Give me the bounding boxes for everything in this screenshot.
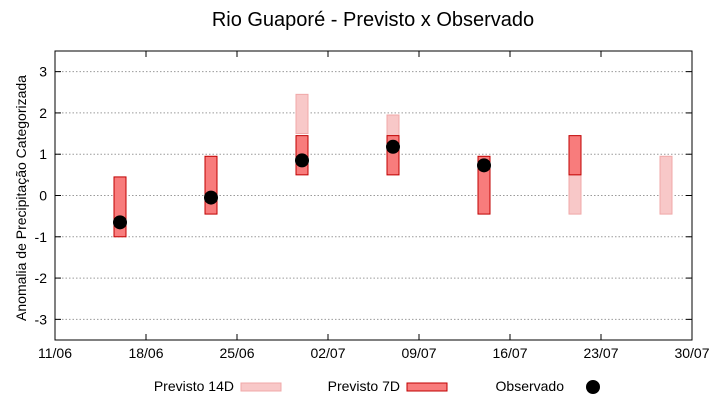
point-observado xyxy=(477,158,491,173)
x-tick-label: 30/07 xyxy=(674,345,709,361)
y-tick-label: -2 xyxy=(35,270,48,286)
y-tick-label: 3 xyxy=(39,64,47,80)
y-tick-label: -3 xyxy=(35,311,48,327)
chart-title: Rio Guaporé - Previsto x Observado xyxy=(212,9,534,31)
series-previsto-7d xyxy=(113,135,582,238)
legend-swatch-previsto-7d xyxy=(406,382,448,392)
y-tick-label: 2 xyxy=(39,105,47,121)
series-observado xyxy=(113,139,491,230)
y-axis-label: Anomalia de Precipitação Categorizada xyxy=(13,75,29,321)
x-tick-label: 25/06 xyxy=(219,345,254,361)
point-observado xyxy=(204,190,218,205)
x-tick-label: 02/07 xyxy=(310,345,345,361)
bar-previsto-7d xyxy=(204,155,218,215)
point-observado xyxy=(295,153,309,168)
point-observado xyxy=(113,215,127,230)
legend: Previsto 14D Previsto 7D Observado xyxy=(154,378,600,394)
legend-swatch-previsto-14d xyxy=(240,382,282,392)
x-tick-label: 11/06 xyxy=(38,345,72,361)
x-tick-label: 23/07 xyxy=(583,345,618,361)
legend-marker-observado xyxy=(586,380,600,394)
legend-label-previsto-14d: Previsto 14D xyxy=(154,378,234,394)
x-tick-label: 18/06 xyxy=(128,345,163,361)
legend-label-previsto-7d: Previsto 7D xyxy=(328,378,400,394)
point-observado xyxy=(386,139,400,154)
y-tick-label: 1 xyxy=(39,146,47,162)
bar-previsto-7d xyxy=(568,135,582,176)
y-tick-label: -1 xyxy=(35,229,48,245)
grid xyxy=(55,71,692,320)
x-tick-label: 16/07 xyxy=(492,345,527,361)
legend-label-observado: Observado xyxy=(496,378,565,394)
bar-previsto-14d xyxy=(659,155,673,215)
x-tick-label: 09/07 xyxy=(401,345,436,361)
axis-ticks: -3 -2 -1 0 1 2 3 11/06 18/06 25/06 02/07 09/07 16/07… xyxy=(35,51,710,361)
y-tick-label: 0 xyxy=(39,188,47,204)
bar-previsto-14d xyxy=(295,93,309,135)
